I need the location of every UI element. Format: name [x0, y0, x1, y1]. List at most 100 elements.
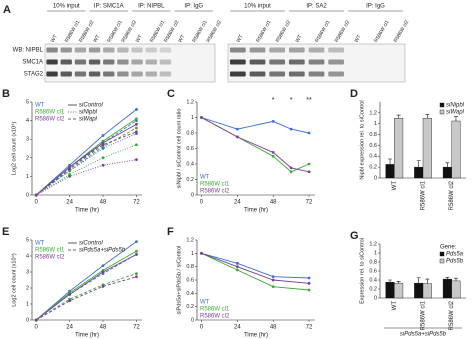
point	[101, 143, 105, 147]
legend-label: R586W cl2	[35, 117, 65, 123]
blot-band	[131, 71, 143, 77]
blot-band	[308, 47, 325, 53]
point	[135, 117, 138, 121]
blot-band	[249, 47, 266, 53]
x-tick-label: 72	[306, 325, 313, 331]
y-tick-label: 0.8	[186, 264, 194, 270]
y-tick-label: 1	[374, 121, 377, 127]
y-tick-label: 0.8	[369, 132, 377, 138]
bar	[422, 283, 432, 299]
point	[289, 127, 293, 131]
y-tick-label: 0.4	[369, 154, 377, 160]
y-tick-label: 1	[191, 115, 194, 121]
y-axis-label: Log2 cell count (x10⁴)	[10, 122, 17, 176]
error-bar	[416, 160, 421, 168]
y-tick-label: 0.6	[186, 277, 194, 283]
y-tick-label: 0.4	[369, 277, 377, 283]
series-line	[201, 252, 310, 291]
y-axis-label: siPds5a+siPds5b / siControl	[176, 246, 182, 315]
y-tick-label: 2	[26, 285, 29, 291]
legend-label: Pds5a	[446, 252, 464, 258]
point	[68, 175, 71, 178]
series-line	[35, 254, 137, 321]
point	[271, 285, 275, 289]
blot-band	[269, 71, 286, 77]
blot-band	[328, 71, 345, 77]
blot-band	[288, 59, 305, 65]
x-tick-label: R586W cl1	[421, 180, 427, 210]
blot-band	[60, 59, 72, 65]
point	[135, 126, 138, 130]
legend-label: siNipbl	[446, 103, 465, 109]
blot-band	[288, 47, 305, 53]
panel-letter: A	[3, 4, 11, 16]
point	[307, 162, 311, 166]
blot-band	[88, 59, 101, 65]
point	[200, 116, 203, 119]
x-tick-label: 24	[66, 200, 73, 206]
significance: *	[290, 97, 293, 104]
blot-lane-label: R586W cl1	[373, 19, 391, 43]
x-tick-label: 48	[100, 200, 107, 206]
point	[271, 150, 275, 154]
blot-band	[249, 71, 266, 77]
series-line	[201, 252, 310, 284]
blot-lane-label: WT	[177, 34, 186, 44]
y-tick-label: 5	[26, 237, 29, 243]
point	[135, 122, 138, 126]
legend-label: siWapl	[79, 117, 98, 123]
series-line	[201, 117, 310, 134]
legend-label: WT	[200, 300, 210, 306]
blot-band	[103, 59, 115, 65]
point	[271, 154, 275, 158]
blot-group-label: 10% input	[53, 4, 80, 10]
point	[135, 108, 138, 111]
legend-label: R586W cl1	[35, 248, 65, 254]
x-tick-label: 72	[306, 200, 313, 206]
y-tick-label: 1.2	[186, 99, 194, 105]
x-axis-label: Time (hr)	[244, 333, 268, 339]
y-tick-label: 4	[26, 118, 29, 124]
error-bar	[416, 277, 421, 284]
legend-label: siNipbl	[79, 110, 98, 116]
blot-band	[117, 71, 129, 77]
blot-band	[159, 47, 172, 53]
y-tick-label: 0.4	[186, 161, 194, 167]
point	[135, 275, 138, 279]
blot-band	[269, 47, 286, 53]
x-axis-label: Time (hr)	[75, 208, 99, 214]
blot-group-label: IP: IgG	[366, 4, 385, 10]
y-tick-label: 0	[374, 175, 377, 181]
point	[34, 193, 38, 197]
point	[307, 131, 311, 135]
point	[101, 264, 105, 267]
error-bar	[396, 281, 401, 284]
x-axis-label: Time (hr)	[244, 208, 268, 214]
y-tick-label: 4	[26, 253, 29, 259]
blot-band	[88, 47, 101, 53]
legend-label: R586W cl2	[35, 255, 65, 261]
legend-label: WT	[35, 241, 45, 247]
series-line	[35, 250, 137, 321]
x-tick-label: 24	[234, 325, 241, 331]
blot-band	[60, 47, 72, 53]
y-tick-label: 2	[26, 155, 29, 161]
y-tick-label: 1	[374, 250, 377, 256]
blot-band	[229, 71, 246, 77]
y-tick-label: 1	[191, 251, 194, 257]
x-tick-label: 48	[270, 200, 277, 206]
blot-lane-label: R586W cl2	[393, 19, 411, 43]
blot-row-label: SMC1A	[22, 60, 43, 66]
y-tick-label: 3	[26, 269, 29, 275]
point	[101, 134, 105, 137]
y-tick-label: 1.2	[186, 237, 194, 243]
bar	[385, 164, 395, 179]
blot-lane-label: R586W cl1	[255, 19, 273, 43]
error-bar	[453, 277, 458, 281]
legend-label: WT	[200, 175, 210, 181]
blot-band	[229, 59, 246, 65]
x-tick-label: 0	[35, 200, 39, 206]
blot-band	[46, 47, 58, 53]
y-tick-label: 1	[26, 301, 29, 307]
